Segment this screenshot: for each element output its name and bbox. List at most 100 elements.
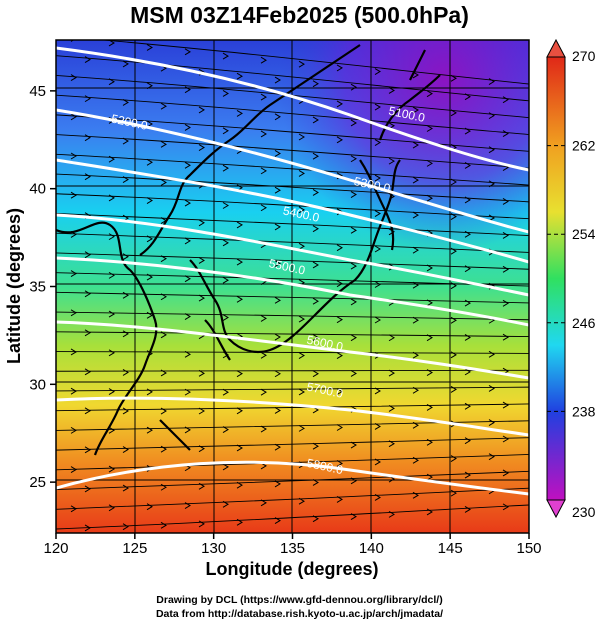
wind-arrow (274, 296, 281, 304)
streamline (98, 40, 529, 85)
wind-arrow (298, 60, 305, 68)
wind-arrow (108, 40, 115, 47)
wind-arrow (450, 489, 457, 497)
streamline (56, 114, 529, 152)
wind-arrow (350, 441, 357, 449)
wind-arrow (274, 150, 281, 157)
wind-arrow (184, 426, 191, 434)
wind-arrow (260, 351, 267, 359)
wind-arrow (108, 426, 115, 434)
wind-arrow (146, 158, 153, 166)
wind-arrow (336, 64, 343, 72)
wind-arrow (426, 264, 433, 272)
y-tick-label: 35 (29, 279, 46, 296)
wind-arrow (122, 60, 129, 68)
wind-arrow (464, 437, 471, 445)
wind-arrow (108, 504, 115, 512)
wind-arrow (464, 93, 471, 101)
wind-arrow (450, 247, 457, 255)
wind-arrow (198, 445, 205, 453)
wind-arrow (464, 506, 471, 513)
wind-arrow (146, 44, 153, 51)
colorbar-tick-label: 238 (572, 403, 596, 419)
wind-arrow (502, 333, 509, 341)
wind-arrow (70, 426, 77, 434)
wind-arrow (70, 348, 77, 356)
wind-arrow (336, 495, 343, 503)
wind-arrow (464, 471, 471, 479)
wind-arrow (488, 419, 495, 427)
wind-arrow (426, 473, 433, 481)
wind-arrow (502, 401, 509, 409)
wind-arrow (374, 458, 381, 466)
y-tick-label: 45 (29, 83, 46, 100)
wind-arrow (146, 388, 153, 396)
wind-arrow (350, 191, 357, 198)
y-axis-label: Latitude (degrees) (4, 208, 24, 364)
wind-arrow (426, 125, 433, 132)
wind-arrow (184, 237, 191, 245)
wind-arrow (312, 225, 319, 233)
wind-arrow (184, 275, 191, 283)
wind-arrow (84, 524, 91, 532)
wind-arrow (312, 80, 319, 88)
wind-arrow (426, 438, 433, 446)
wind-arrow (274, 443, 281, 451)
wind-arrow (374, 174, 381, 182)
wind-arrow (160, 331, 167, 339)
wind-arrow (374, 245, 381, 253)
wind-arrow (412, 141, 419, 149)
wind-arrow (350, 155, 357, 163)
wind-arrow (184, 124, 191, 131)
wind-arrow (236, 258, 243, 266)
wind-arrow (198, 369, 205, 377)
wind-arrow (184, 388, 191, 396)
streamline (56, 420, 529, 431)
wind-arrow (298, 315, 305, 323)
wind-arrow (146, 503, 153, 511)
wind-arrow (374, 68, 381, 75)
wind-arrow (374, 103, 381, 111)
wind-arrow (122, 137, 129, 145)
wind-arrow (198, 294, 205, 302)
wind-arrow (412, 386, 419, 394)
wind-arrow (350, 226, 357, 234)
wind-arrow (198, 144, 205, 151)
wind-arrow (122, 253, 129, 261)
x-tick-label: 150 (516, 540, 541, 557)
wind-arrow (160, 140, 167, 148)
wind-arrow (336, 352, 343, 360)
wind-arrow (146, 235, 153, 243)
wind-arrow (274, 333, 281, 341)
wind-arrow (84, 251, 91, 259)
wind-arrow (336, 316, 343, 324)
wind-arrow (312, 116, 319, 124)
wind-arrow (122, 446, 129, 453)
wind-arrow (198, 219, 205, 227)
wind-arrow (184, 161, 191, 169)
temperature-field: 5100.05200.05300.05400.05500.05600.05700… (56, 40, 529, 533)
wind-arrow (274, 480, 281, 488)
wind-arrow (184, 48, 191, 56)
colorbar-lower-arrow (546, 499, 566, 519)
wind-arrow (222, 426, 229, 433)
wind-arrow (274, 517, 281, 525)
wind-arrow (464, 127, 471, 135)
streamline (56, 369, 529, 372)
wind-arrow (450, 178, 457, 186)
wind-arrow (274, 260, 281, 268)
wind-arrow (464, 265, 471, 273)
wind-arrow (336, 424, 343, 431)
wind-arrow (222, 463, 229, 471)
wind-arrow (336, 136, 343, 144)
wind-arrow (450, 213, 457, 221)
wind-arrow (274, 76, 281, 84)
wind-arrow (274, 113, 281, 121)
wind-arrow (260, 130, 267, 138)
wind-arrow (298, 206, 305, 214)
streamline (56, 252, 529, 270)
wind-arrow (374, 494, 381, 501)
wind-arrow (426, 403, 433, 411)
wind-arrow (450, 74, 457, 82)
